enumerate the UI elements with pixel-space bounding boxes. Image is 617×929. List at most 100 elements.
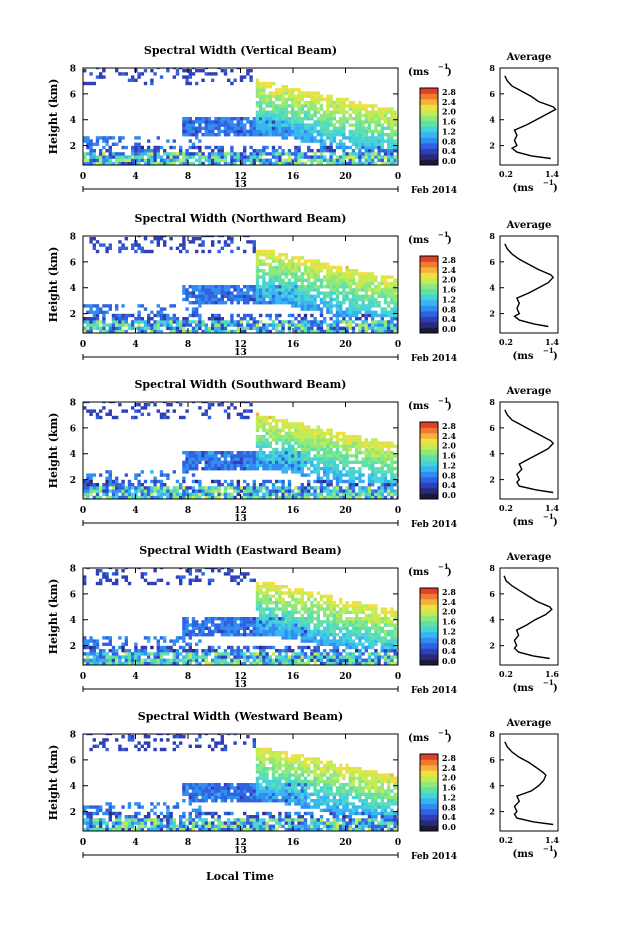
heatmap-cell	[329, 329, 333, 333]
heatmap-cell	[233, 649, 237, 653]
heatmap-cell	[147, 636, 151, 640]
heatmap-cell	[207, 451, 212, 455]
heatmap-cell	[300, 489, 304, 493]
heatmap-cell	[137, 152, 141, 156]
heatmap-cell	[319, 655, 324, 659]
heatmap-cell	[185, 463, 189, 468]
heatmap-cell	[102, 489, 106, 493]
heatmap-cell	[92, 655, 96, 659]
heatmap-cell	[278, 489, 282, 493]
heatmap-cell	[140, 317, 144, 321]
heatmap-cell	[153, 652, 157, 656]
heatmap-cell	[86, 161, 90, 165]
heatmap-cell	[182, 155, 186, 159]
heatmap-cell	[236, 126, 240, 130]
heatmap-cell	[223, 620, 228, 624]
heatmap-cell	[345, 291, 349, 295]
heatmap-cell	[268, 620, 272, 624]
heatmap-cell	[214, 317, 218, 321]
heatmap-cell	[163, 161, 167, 165]
heatmap-cell	[329, 447, 333, 452]
heatmap-cell	[201, 454, 205, 458]
heatmap-cell	[236, 123, 240, 127]
heatmap-cell	[380, 476, 384, 480]
heatmap-cell	[393, 110, 397, 114]
heatmap-cell	[92, 246, 96, 250]
heatmap-cell	[278, 91, 282, 95]
heatmap-cell	[217, 661, 221, 665]
heatmap-cell	[387, 320, 391, 324]
heatmap-cell	[227, 661, 231, 665]
heatmap-cell	[355, 281, 359, 286]
heatmap-cell	[310, 604, 314, 608]
heatmap-cell	[246, 120, 250, 124]
heatmap-cell	[89, 639, 93, 643]
heatmap-cell	[198, 297, 202, 302]
heatmap-cell	[297, 269, 301, 273]
heatmap-cell	[342, 457, 346, 461]
heatmap-cell	[342, 297, 346, 302]
heatmap-cell	[342, 136, 346, 140]
heatmap-cell	[153, 658, 157, 662]
heatmap-cell	[297, 422, 301, 426]
heatmap-cell	[300, 107, 304, 111]
heatmap-cell	[185, 451, 189, 455]
heatmap-cell	[259, 447, 263, 452]
heatmap-cell	[137, 568, 141, 570]
heatmap-cell	[284, 460, 288, 464]
heatmap-cell	[95, 161, 100, 165]
heatmap-cell	[300, 495, 304, 499]
heatmap-cell	[339, 460, 343, 464]
heatmap-cell	[278, 597, 282, 602]
heatmap-cell	[345, 281, 349, 286]
heatmap-cell	[105, 495, 109, 499]
heatmap-cell	[92, 645, 96, 650]
heatmap-cell	[367, 473, 372, 477]
heatmap-cell	[159, 236, 164, 238]
heatmap-cell	[134, 486, 138, 490]
heatmap-cell	[297, 451, 301, 455]
heatmap-cell	[307, 278, 311, 282]
heatmap-cell	[201, 329, 205, 333]
heatmap-cell	[147, 581, 151, 586]
heatmap-cell	[345, 329, 349, 333]
heatmap-cell	[175, 72, 180, 76]
heatmap-cell	[316, 425, 320, 429]
heatmap-cell	[393, 149, 397, 153]
heatmap-cell	[89, 486, 93, 490]
heatmap-cell	[195, 237, 199, 241]
heatmap-cell	[339, 320, 343, 324]
heatmap-cell	[271, 613, 276, 618]
heatmap-cell	[163, 661, 167, 665]
heatmap-cell	[291, 297, 295, 302]
heatmap-cell	[204, 285, 208, 289]
heatmap-cell	[307, 467, 311, 471]
heatmap-cell	[364, 294, 368, 298]
heatmap-cell	[319, 145, 324, 150]
heatmap-cell	[243, 652, 247, 656]
heatmap-cell	[230, 626, 234, 630]
heatmap-cell	[377, 492, 381, 496]
heatmap-cell	[252, 578, 256, 582]
heatmap-cell	[233, 495, 237, 499]
heatmap-cell	[153, 486, 157, 490]
heatmap-cell	[265, 604, 269, 608]
heatmap-cell	[294, 425, 298, 429]
heatmap-cell	[316, 291, 320, 295]
heatmap-cell	[323, 495, 327, 499]
heatmap-cell	[313, 113, 317, 118]
heatmap-cell	[358, 467, 362, 471]
heatmap-cell	[182, 470, 186, 474]
heatmap-cell	[371, 294, 375, 298]
heatmap-cell	[342, 444, 346, 448]
heatmap-cell	[364, 313, 368, 318]
heatmap-cell	[297, 428, 301, 432]
heatmap-cell	[198, 126, 202, 130]
heatmap-cell	[108, 409, 112, 413]
heatmap-cell	[374, 139, 378, 143]
heatmap-cell	[198, 129, 202, 134]
heatmap-cell	[268, 323, 272, 327]
heatmap-cell	[393, 139, 397, 143]
heatmap-cell	[95, 639, 100, 643]
heatmap-cell	[201, 78, 205, 82]
